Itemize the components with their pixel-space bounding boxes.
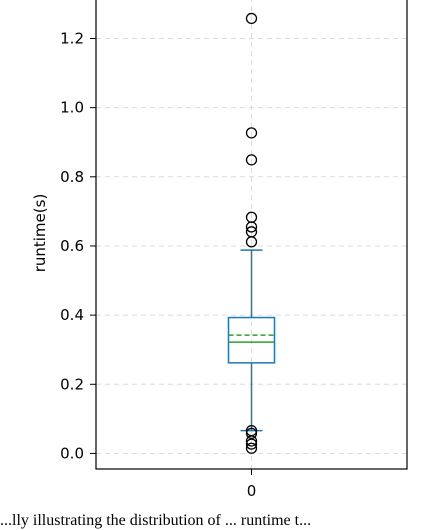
- outlier-point: [245, 127, 258, 139]
- x-axis-ticks: 0: [247, 469, 257, 500]
- outlier-point: [245, 236, 258, 248]
- outlier-point: [245, 442, 258, 454]
- y-tick-label: 0.0: [60, 444, 84, 462]
- y-tick-label: 0.4: [60, 306, 84, 324]
- y-axis-label: runtime(s): [31, 194, 49, 273]
- figure-caption: ...lly illustrating the distribution of …: [0, 512, 312, 529]
- box-group: [227, 12, 276, 454]
- y-tick-label: 1.2: [60, 29, 84, 47]
- y-axis-ticks: 0.0 0.2 0.4 0.6 0.8 1.0 1.2: [60, 29, 96, 462]
- y-tick-label: 0.6: [60, 237, 84, 255]
- outlier-point: [245, 438, 258, 450]
- y-tick-label: 0.8: [60, 168, 84, 186]
- box-plot: 0.0 0.2 0.4 0.6 0.8 1.0 1.2 0 runtime(s): [31, 0, 408, 500]
- x-tick-label: 0: [247, 482, 257, 500]
- box-iqr: [227, 316, 276, 364]
- outlier-point: [245, 427, 258, 440]
- outlier-point: [245, 154, 258, 166]
- outlier-point: [245, 221, 258, 233]
- outlier-point: [245, 12, 258, 25]
- outlier-point: [245, 435, 258, 447]
- y-tick-label: 1.0: [60, 99, 84, 117]
- y-tick-label: 0.2: [60, 375, 84, 393]
